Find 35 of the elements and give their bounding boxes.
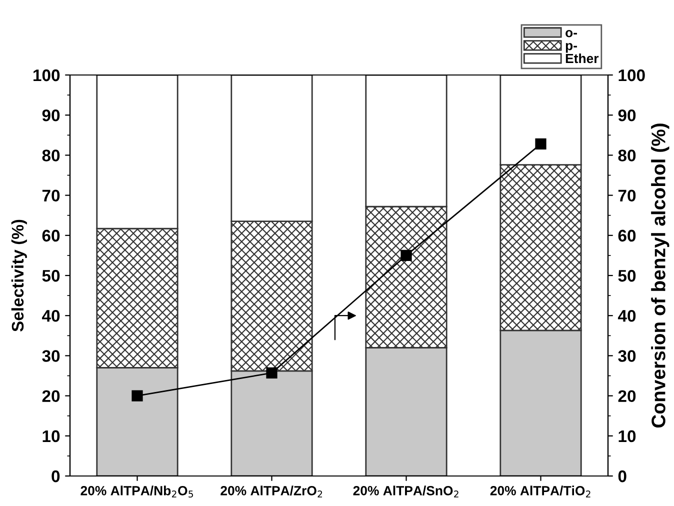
x-tick-label: 20% AlTPA/Nb$_{2}$O$_{5}$ [80,486,193,498]
y-tick-label: 50 [42,270,60,282]
y2-tick-label: 100 [618,69,645,82]
y-tick-label: 100 [34,69,60,82]
y2-tick-label: 90 [618,110,636,122]
point [400,250,412,262]
y2-axis-title: Conversion of benzyl alcohol (%) [651,124,670,428]
y2-tick-label: 50 [618,270,636,282]
legend-label: o- [566,30,577,38]
x-tick-label: 20% AlTPA/TiO$_{2}$ [490,486,590,498]
y-axis-title: Selectivity (%) [11,220,27,332]
point [132,390,143,402]
legend-label: Ether [566,53,599,64]
y-tick-label: 40 [42,310,60,322]
y2-tick-label: 40 [618,310,636,322]
point [266,367,278,378]
y-tick-label: 60 [42,230,60,242]
y-tick-label: 90 [42,110,60,122]
y2-tick-label: 0 [618,470,626,482]
x-tick-label: 20% AlTPA/ZrO$_{2}$ [220,486,322,498]
y-tick-label: 0 [52,470,60,482]
y-tick-label: 70 [42,190,60,202]
y-tick-label: 10 [42,430,60,442]
legend-label: p- [566,42,577,53]
x-tick-label: 20% AlTPA/SnO$_{2}$ [353,486,458,498]
y2-tick-label: 80 [618,150,636,162]
y-tick-label: 20 [42,390,60,402]
y2-tick-label: 10 [618,430,636,442]
y2-tick-label: 70 [618,190,636,202]
y-tick-label: 30 [42,350,60,362]
point [535,138,546,150]
y-tick-label: 80 [42,150,60,162]
y2-tick-label: 30 [618,350,636,362]
y2-tick-label: 60 [618,230,636,242]
y2-tick-label: 20 [618,390,636,402]
